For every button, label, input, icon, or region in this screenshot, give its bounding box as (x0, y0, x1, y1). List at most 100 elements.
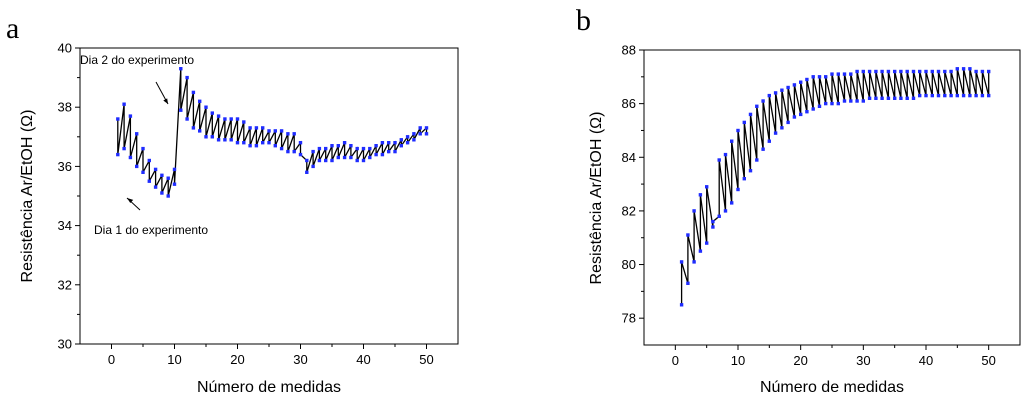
data-point-a (191, 126, 196, 130)
data-point-b (861, 99, 865, 103)
data-point-b (849, 99, 853, 103)
x-tick-label-b: 50 (981, 353, 995, 368)
data-point-b (717, 158, 721, 162)
data-point-b (748, 112, 753, 117)
data-point-a (405, 141, 410, 145)
data-point-b (761, 147, 765, 151)
data-point-a (342, 155, 347, 160)
data-point-b (943, 69, 947, 74)
data-point-a (336, 155, 340, 160)
data-point-a (172, 167, 177, 172)
y-tick-label-a: 34 (58, 218, 72, 233)
data-point-a (368, 155, 372, 160)
data-point-b (679, 303, 684, 307)
data-point-a (355, 146, 359, 151)
data-point-a (279, 146, 284, 151)
series-line-a (117, 68, 428, 197)
data-point-b (705, 185, 709, 189)
data-point-a (374, 152, 378, 157)
data-point-b (786, 120, 790, 125)
data-point-b (736, 128, 740, 133)
data-point-b (723, 152, 728, 157)
points-a (116, 67, 429, 198)
data-point-b (836, 72, 840, 76)
data-point-a (330, 158, 334, 163)
data-point-b (723, 209, 728, 213)
data-point-a (355, 158, 359, 163)
x-tick-label-a: 0 (108, 352, 115, 367)
annotation-dia2: Dia 2 do experimento (80, 53, 194, 105)
data-point-a (286, 132, 290, 136)
data-point-a (116, 117, 120, 121)
data-point-b (936, 93, 941, 98)
y-axis-label-b: Resistência Ar/EtOH (Ω) (588, 112, 605, 285)
data-point-b (773, 131, 778, 135)
data-point-a (292, 132, 296, 136)
data-point-a (172, 182, 177, 186)
x-tick-label-a: 30 (293, 352, 307, 367)
data-point-a (317, 158, 322, 163)
data-point-a (380, 152, 385, 157)
data-point-b (855, 99, 859, 103)
data-point-a (185, 117, 189, 121)
x-tick-label-b: 10 (731, 353, 745, 368)
data-point-a (191, 90, 196, 95)
data-point-a (147, 158, 151, 163)
data-point-a (147, 179, 151, 183)
data-point-b (987, 69, 991, 74)
x-tick-label-b: 20 (793, 353, 807, 368)
x-axis-label-b: Número de medidas (760, 379, 904, 396)
series-line-b (680, 68, 990, 305)
data-point-b (730, 201, 734, 205)
data-point-b (817, 75, 822, 79)
data-point-a (122, 102, 126, 106)
data-point-a (166, 194, 170, 198)
data-point-a (198, 129, 202, 133)
annotation-dia2-arrowhead (163, 98, 168, 104)
data-point-b (780, 126, 784, 130)
data-point-b (880, 69, 884, 74)
data-point-b (780, 88, 784, 92)
data-point-b (698, 249, 703, 253)
data-point-b (698, 193, 703, 197)
data-point-a (235, 141, 240, 145)
data-point-b (705, 241, 709, 245)
data-point-a (273, 129, 277, 133)
data-point-b (717, 214, 721, 218)
data-point-b (799, 80, 803, 84)
data-point-a (160, 191, 164, 195)
data-point-a (393, 149, 397, 154)
chart-a: a 0 10 20 30 40 50 30 32 34 36 38 40 Número de medi… (6, 12, 459, 396)
data-point-b (980, 93, 985, 98)
data-point-b (874, 69, 878, 74)
data-point-a (305, 158, 309, 163)
data-point-a (330, 144, 334, 148)
data-point-b (974, 69, 978, 74)
data-point-b (842, 99, 847, 103)
data-point-a (216, 114, 221, 118)
data-point-a (198, 99, 202, 103)
data-point-b (692, 260, 696, 264)
panel-letter-a: a (6, 12, 19, 45)
data-point-a (412, 138, 416, 142)
data-point-b (949, 69, 953, 74)
data-point-a (374, 144, 378, 148)
data-point-a (324, 146, 328, 151)
data-point-a (185, 75, 189, 80)
y-tick-label-a: 36 (58, 159, 72, 174)
data-point-b (805, 110, 809, 114)
data-point-b (679, 260, 684, 264)
data-point-a (229, 138, 233, 142)
data-point-a (317, 146, 322, 151)
tick-labels-b: 0 10 20 30 40 50 78 80 82 84 86 88 (622, 43, 996, 369)
data-point-a (273, 144, 277, 148)
data-point-a (405, 135, 410, 139)
data-point-a (204, 105, 208, 109)
data-point-a (311, 164, 315, 169)
data-point-a (305, 170, 309, 174)
ticks-a (75, 47, 427, 349)
y-tick-label-a: 30 (58, 337, 72, 352)
data-point-b (899, 69, 903, 74)
data-point-b (961, 67, 966, 71)
x-tick-label-a: 10 (167, 352, 181, 367)
